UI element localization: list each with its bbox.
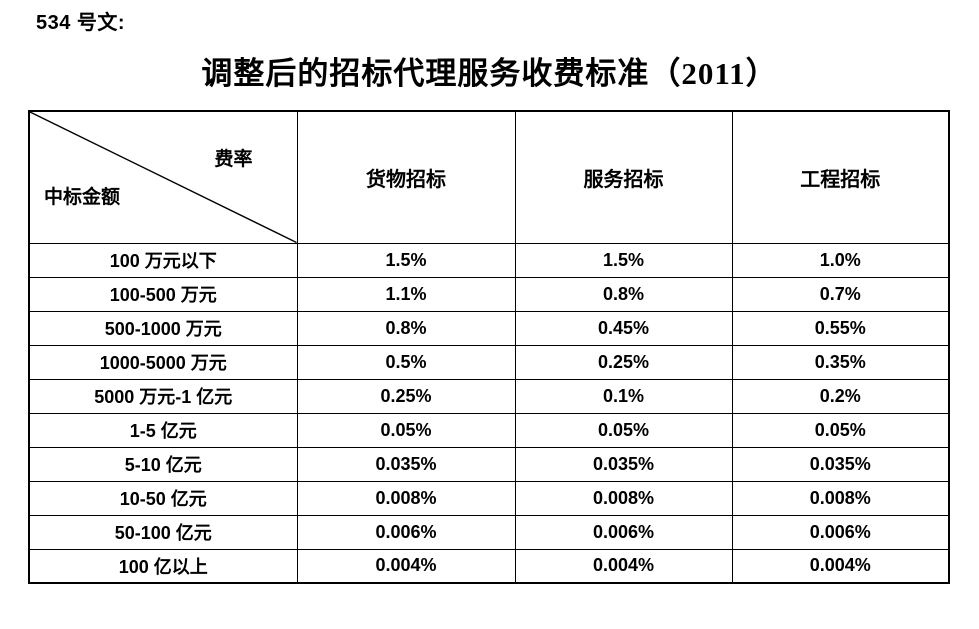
rate-cell: 0.2% xyxy=(731,378,950,414)
rate-cell: 1.0% xyxy=(731,242,950,278)
rate-cell: 0.35% xyxy=(731,344,950,380)
rate-cell: 0.006% xyxy=(731,514,950,550)
row-label-amount-range: 500-1000 万元 xyxy=(28,310,298,346)
rate-cell: 0.035% xyxy=(514,446,733,482)
rate-cell: 0.05% xyxy=(296,412,516,448)
table-row: 5000 万元-1 亿元 0.25% 0.1% 0.2% xyxy=(28,378,950,414)
corner-label-bid-amount: 中标金额 xyxy=(44,186,121,208)
rate-cell: 0.05% xyxy=(731,412,950,448)
row-label-amount-range: 5-10 亿元 xyxy=(28,446,298,482)
rate-cell: 0.1% xyxy=(514,378,733,414)
rate-cell: 0.05% xyxy=(514,412,733,448)
row-label-amount-range: 100-500 万元 xyxy=(28,276,298,312)
rate-cell: 0.45% xyxy=(514,310,733,346)
rate-cell: 0.006% xyxy=(514,514,733,550)
table-row: 1000-5000 万元 0.5% 0.25% 0.35% xyxy=(28,344,950,380)
rate-cell: 1.5% xyxy=(296,242,516,278)
rate-cell: 0.8% xyxy=(514,276,733,312)
rate-cell: 0.004% xyxy=(296,548,516,584)
row-label-amount-range: 50-100 亿元 xyxy=(28,514,298,550)
rate-cell: 0.8% xyxy=(296,310,516,346)
row-label-amount-range: 1-5 亿元 xyxy=(28,412,298,448)
corner-label-rate: 费率 xyxy=(214,149,253,170)
rate-cell: 0.035% xyxy=(731,446,950,482)
rate-cell: 1.1% xyxy=(296,276,516,312)
row-label-amount-range: 1000-5000 万元 xyxy=(28,344,298,380)
table-row: 100 万元以下 1.5% 1.5% 1.0% xyxy=(28,242,950,278)
row-label-amount-range: 100 万元以下 xyxy=(28,242,298,278)
table-row: 100 亿以上 0.004% 0.004% 0.004% xyxy=(28,548,950,584)
rate-cell: 0.55% xyxy=(731,310,950,346)
table-body: 100 万元以下 1.5% 1.5% 1.0% 100-500 万元 1.1% … xyxy=(28,242,950,584)
table-row: 100-500 万元 1.1% 0.8% 0.7% xyxy=(28,276,950,312)
rate-cell: 0.008% xyxy=(731,480,950,516)
diagonal-divider-line xyxy=(30,112,297,243)
table-row: 1-5 亿元 0.05% 0.05% 0.05% xyxy=(28,412,950,448)
rate-cell: 0.7% xyxy=(731,276,950,312)
page-title: 调整后的招标代理服务收费标准（2011） xyxy=(201,56,778,91)
rate-cell: 1.5% xyxy=(514,242,733,278)
rate-cell: 0.25% xyxy=(296,378,516,414)
rate-cell: 0.004% xyxy=(514,548,733,584)
doc-number-label: 534 号文: xyxy=(36,12,126,34)
table-row: 500-1000 万元 0.8% 0.45% 0.55% xyxy=(28,310,950,346)
header-row: 费率 中标金额 货物招标 服务招标 工程招标 xyxy=(28,110,950,244)
rate-cell: 0.5% xyxy=(296,344,516,380)
row-label-amount-range: 10-50 亿元 xyxy=(28,480,298,516)
row-label-amount-range: 5000 万元-1 亿元 xyxy=(28,378,298,414)
table-row: 5-10 亿元 0.035% 0.035% 0.035% xyxy=(28,446,950,482)
column-header-service-bidding: 服务招标 xyxy=(514,110,733,244)
corner-cell: 费率 中标金额 xyxy=(28,110,298,244)
rate-cell: 0.25% xyxy=(514,344,733,380)
rate-cell: 0.006% xyxy=(296,514,516,550)
rate-cell: 0.008% xyxy=(296,480,516,516)
fee-table: 费率 中标金额 货物招标 服务招标 工程招标 100 万元以下 1.5% 1.5… xyxy=(28,110,950,584)
column-header-engineering-bidding: 工程招标 xyxy=(731,110,950,244)
row-label-amount-range: 100 亿以上 xyxy=(28,548,298,584)
table-row: 50-100 亿元 0.006% 0.006% 0.006% xyxy=(28,514,950,550)
rate-cell: 0.008% xyxy=(514,480,733,516)
rate-cell: 0.035% xyxy=(296,446,516,482)
table-row: 10-50 亿元 0.008% 0.008% 0.008% xyxy=(28,480,950,516)
rate-cell: 0.004% xyxy=(731,548,950,584)
column-header-goods-bidding: 货物招标 xyxy=(296,110,516,244)
